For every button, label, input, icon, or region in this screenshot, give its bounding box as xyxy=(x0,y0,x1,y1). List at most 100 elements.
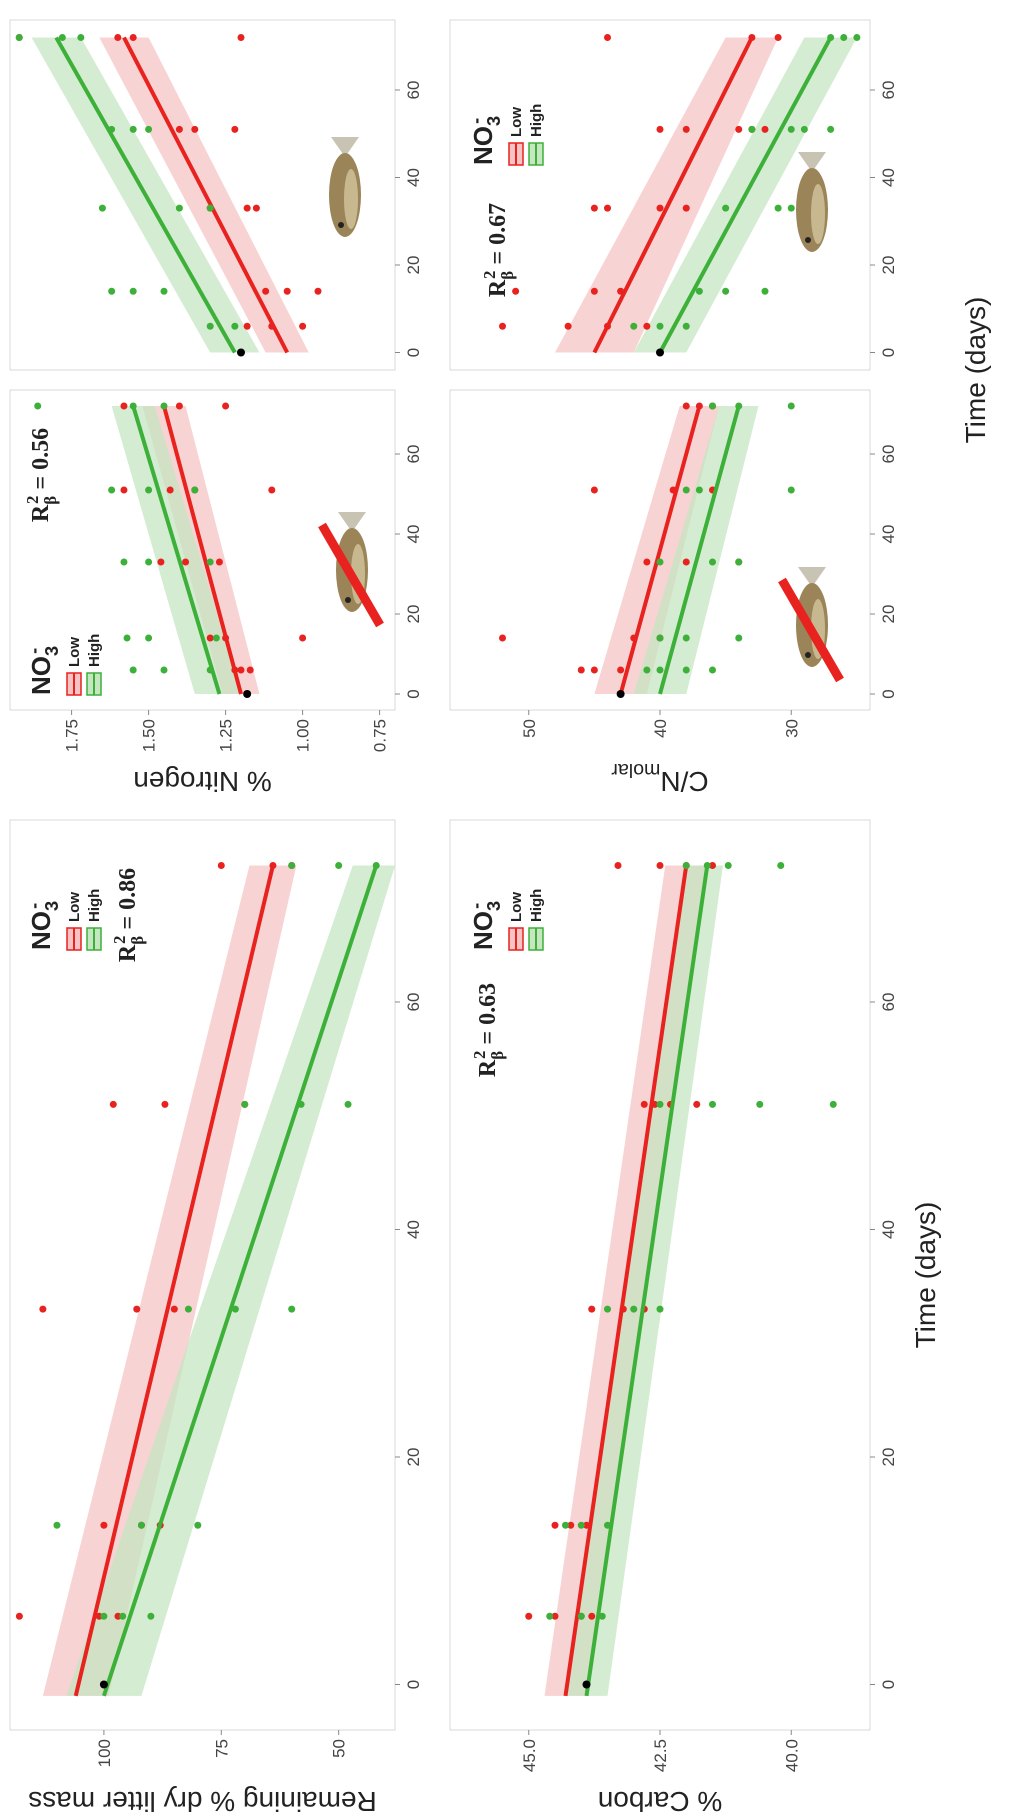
x-tick-label: 60 xyxy=(404,81,423,100)
data-point xyxy=(120,486,128,494)
data-point xyxy=(619,1305,627,1313)
x-tick-label: 40 xyxy=(404,1220,423,1239)
data-point xyxy=(656,558,664,566)
y-tick-label: 30 xyxy=(782,719,801,738)
data-point xyxy=(669,486,677,494)
fish-eye xyxy=(805,652,811,658)
data-point xyxy=(145,125,153,133)
r-squared-sup: 2 xyxy=(23,496,42,504)
data-point xyxy=(656,322,664,330)
data-point xyxy=(283,287,291,295)
data-point xyxy=(614,862,622,869)
x-tick-label: 0 xyxy=(879,348,898,357)
r-squared-sup: 2 xyxy=(480,271,499,279)
y-axis-label: % Nitrogen xyxy=(133,766,272,797)
data-point xyxy=(525,1612,533,1620)
y-tick-label: 50 xyxy=(520,719,539,738)
data-point xyxy=(215,558,223,566)
r-squared-text: = 0.86 xyxy=(115,868,141,930)
initial-point xyxy=(582,1680,591,1689)
data-point xyxy=(206,204,214,212)
data-point xyxy=(182,558,190,566)
plot-border xyxy=(9,389,396,711)
data-point xyxy=(695,287,703,295)
legend-label: High xyxy=(86,889,103,922)
data-point xyxy=(588,1612,596,1620)
data-point xyxy=(344,1100,352,1108)
fish-cross xyxy=(778,577,844,683)
fish-eye xyxy=(805,237,811,243)
fish-cross xyxy=(318,522,384,628)
plot-area xyxy=(499,402,795,698)
data-point xyxy=(643,558,651,566)
legend: NO3- Low High xyxy=(24,634,103,696)
fish-tail xyxy=(798,152,826,172)
fit-line xyxy=(584,865,710,1697)
data-point xyxy=(246,666,254,674)
fit-line xyxy=(131,405,222,695)
legend-title-base: NO xyxy=(26,911,56,950)
data-point xyxy=(695,402,703,410)
data-point xyxy=(682,402,690,410)
data-point xyxy=(114,34,122,41)
fit-line xyxy=(54,36,237,354)
y-tick-label: 40 xyxy=(651,719,670,738)
legend-title-base: NO xyxy=(468,911,498,950)
data-point xyxy=(735,125,743,133)
legend-title-base: NO xyxy=(26,656,56,695)
x-tick-label: 40 xyxy=(879,1220,898,1239)
fish-icon xyxy=(318,512,384,628)
data-point xyxy=(160,287,168,295)
data-point xyxy=(160,402,168,410)
x-tick-label: 0 xyxy=(879,1680,898,1689)
data-point xyxy=(191,125,199,133)
data-point xyxy=(120,558,128,566)
data-point xyxy=(129,402,137,410)
data-point xyxy=(682,204,690,212)
r-squared-sub: β xyxy=(41,496,60,505)
data-point xyxy=(774,204,782,212)
y-tick-label: 42.5 xyxy=(651,1739,670,1772)
data-point xyxy=(709,1100,716,1108)
legend-label: Low xyxy=(508,107,525,137)
data-point xyxy=(335,862,343,869)
data-point xyxy=(695,486,703,494)
panel: 0 20 40 60 40.0 42.5 45.0 % Carbon Time (days) NO… xyxy=(449,819,941,1817)
fish-tail xyxy=(338,512,366,532)
data-point xyxy=(840,34,848,41)
data-point xyxy=(53,1521,61,1529)
data-point xyxy=(604,1305,611,1313)
legend-title-sup: - xyxy=(24,648,44,654)
data-point xyxy=(643,322,651,330)
data-point xyxy=(853,34,861,41)
data-point xyxy=(108,287,116,295)
legend-title-sup: - xyxy=(466,118,486,124)
data-point xyxy=(709,666,716,674)
y-tick-label: 45.0 xyxy=(520,1739,539,1772)
r-squared-base: R xyxy=(475,1059,501,1077)
fit-line xyxy=(162,405,243,695)
confidence-band xyxy=(555,37,779,353)
legend-label: Low xyxy=(66,637,83,667)
initial-point xyxy=(99,1680,108,1689)
x-tick-label: 60 xyxy=(404,445,423,464)
data-point xyxy=(222,634,230,642)
data-point xyxy=(170,1305,178,1313)
data-point xyxy=(120,402,128,410)
data-point xyxy=(703,862,711,869)
data-point xyxy=(787,402,795,410)
data-point xyxy=(630,1305,638,1313)
data-point xyxy=(656,666,664,674)
data-point xyxy=(222,402,230,410)
data-point xyxy=(129,666,137,674)
initial-point xyxy=(237,348,245,357)
x-tick-label: 60 xyxy=(879,993,898,1012)
fit-line xyxy=(122,36,289,354)
y-tick-label: 100 xyxy=(95,1739,114,1767)
legend-title-sub: 3 xyxy=(42,901,62,911)
data-point xyxy=(175,204,183,212)
r-squared-sup: 2 xyxy=(110,936,129,944)
data-point xyxy=(656,204,664,212)
data-point xyxy=(212,634,220,642)
